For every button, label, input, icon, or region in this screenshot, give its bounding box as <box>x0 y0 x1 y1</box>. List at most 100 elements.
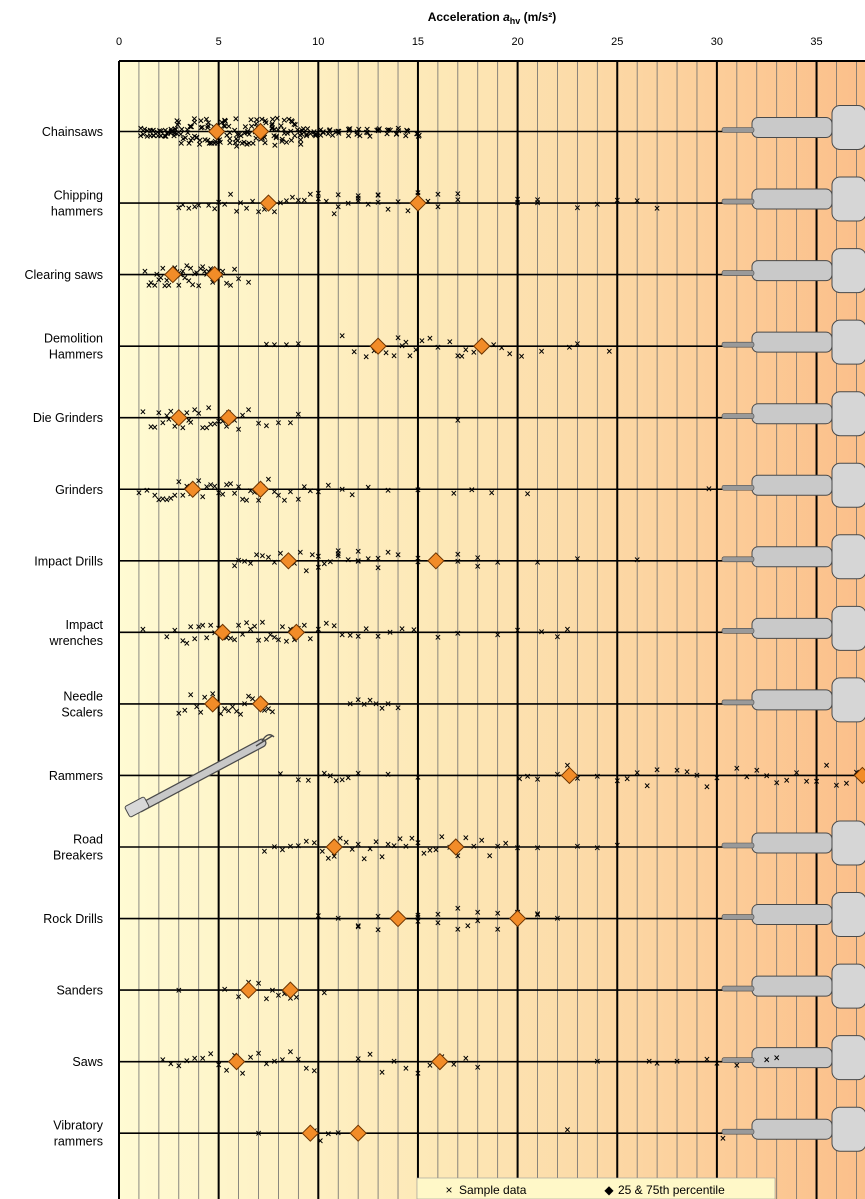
sample-point: × <box>339 485 346 495</box>
percentile-75-marker <box>251 480 270 498</box>
sample-point: × <box>418 337 425 347</box>
sample-point: × <box>271 633 278 643</box>
sample-point: × <box>335 914 342 924</box>
sample-point: × <box>197 708 204 718</box>
sample-point: × <box>534 844 541 854</box>
sample-point: × <box>323 619 330 629</box>
sample-point: × <box>269 707 276 717</box>
sample-point: × <box>315 487 322 497</box>
sample-point: × <box>414 130 422 140</box>
sample-point: × <box>225 707 232 717</box>
sample-point: × <box>247 487 254 497</box>
sample-point: × <box>175 204 182 214</box>
sample-point: × <box>574 774 581 784</box>
sample-point: × <box>179 134 187 144</box>
sample-point: × <box>197 123 205 133</box>
sample-point: × <box>215 198 222 208</box>
sample-point: × <box>186 122 194 132</box>
sample-point: × <box>564 1126 571 1136</box>
sample-point: × <box>412 346 419 356</box>
sample-point: × <box>287 488 294 498</box>
sample-point: × <box>311 839 318 849</box>
sample-point: × <box>222 117 230 127</box>
sample-point: × <box>155 408 162 418</box>
sample-point: × <box>149 127 157 137</box>
sample-point: × <box>193 268 200 278</box>
sample-point: × <box>367 844 374 854</box>
sample-point: × <box>143 486 150 496</box>
sample-point: × <box>703 782 710 792</box>
sample-point: × <box>168 127 176 137</box>
sample-point: × <box>554 770 561 780</box>
sample-point: × <box>288 116 296 126</box>
sample-point: × <box>773 1054 780 1064</box>
sample-point: × <box>673 1057 680 1067</box>
sample-point: × <box>252 134 260 144</box>
sample-point: × <box>253 116 261 126</box>
sample-point: × <box>167 125 175 135</box>
sample-point: × <box>323 197 330 207</box>
sample-point: × <box>349 491 356 501</box>
tool-illustration-demolition-hammers <box>721 319 865 365</box>
percentile-25-marker <box>259 194 278 212</box>
sample-point: × <box>231 636 238 646</box>
sample-point: × <box>217 709 224 719</box>
sample-point: × <box>221 704 228 714</box>
sample-point: × <box>215 417 222 427</box>
series-grinders: × × ×××××××××××××××××××××××××××××××× ×× ××× ×… <box>135 475 712 506</box>
percentile-75-marker <box>508 909 527 928</box>
sample-point: × <box>221 116 229 126</box>
tool-illustration-rammers <box>124 734 275 818</box>
legend-marker-percentile: ◆ <box>604 1183 614 1197</box>
sample-point: × <box>150 131 158 141</box>
sample-point: × <box>214 139 222 149</box>
category-label-grinders: Grinders <box>55 483 103 497</box>
sample-point: × <box>384 840 391 850</box>
sample-point: × <box>414 911 421 921</box>
sample-point: × <box>268 121 276 131</box>
sample-point: × <box>518 352 525 362</box>
sample-point: × <box>271 141 279 151</box>
percentile-25-marker <box>369 337 387 355</box>
tool-illustration-saws <box>721 1035 865 1081</box>
sample-point: × <box>183 639 190 649</box>
sample-point: × <box>404 207 411 217</box>
sample-point: × <box>269 120 277 130</box>
sample-point: × <box>803 777 810 787</box>
sample-point: × <box>255 1129 262 1139</box>
legend-marker-sample: × <box>445 1183 452 1197</box>
sample-point: × <box>243 140 251 150</box>
sample-point: × <box>233 207 240 217</box>
sample-point: × <box>248 122 256 132</box>
sample-point: × <box>454 557 461 567</box>
sample-point: × <box>414 773 421 783</box>
sample-point: × <box>355 125 363 135</box>
sample-point: × <box>833 781 840 791</box>
sample-point: × <box>379 1068 386 1078</box>
sample-point: × <box>403 126 411 136</box>
sample-point: × <box>438 833 445 843</box>
sample-point: × <box>191 114 199 124</box>
percentile-75-marker <box>473 337 491 355</box>
sample-point: × <box>284 129 292 139</box>
sample-point: × <box>713 774 720 784</box>
sample-point: × <box>494 842 501 852</box>
sample-point: × <box>414 917 421 927</box>
sample-point: × <box>221 200 228 210</box>
sample-point: × <box>139 625 146 635</box>
legend-label-percentile: 25 & 75th percentile <box>618 1183 725 1197</box>
sample-point: × <box>168 127 176 137</box>
sample-point: × <box>239 1069 246 1079</box>
x-tick-label: 20 <box>511 36 523 48</box>
sample-point: × <box>191 405 198 415</box>
sample-point: × <box>269 115 277 125</box>
sample-point: × <box>474 562 481 572</box>
sample-point: × <box>271 488 278 498</box>
sample-point: × <box>386 126 394 136</box>
sample-point: × <box>209 278 216 288</box>
sample-point: × <box>363 352 370 362</box>
sample-point: × <box>195 622 202 632</box>
sample-point: × <box>137 132 145 142</box>
sample-point: × <box>458 352 465 362</box>
sample-point: × <box>271 207 278 217</box>
